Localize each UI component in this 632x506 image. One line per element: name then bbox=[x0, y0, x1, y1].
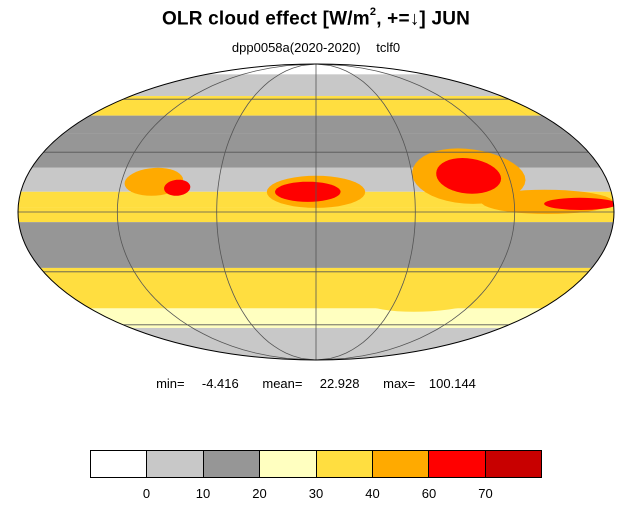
graticule bbox=[18, 64, 614, 360]
plot-title: OLR cloud effect [W/m2, +=↓] JUN bbox=[161, 6, 471, 30]
colorbar-tick-label: 70 bbox=[478, 486, 493, 501]
colorbar-tick-label: 30 bbox=[308, 486, 324, 501]
experiment-label: dpp0058a(2020-2020) bbox=[231, 40, 361, 55]
colorbar-tick-label: 0 bbox=[142, 486, 151, 501]
field-feature-1 bbox=[164, 179, 191, 196]
map-outline bbox=[17, 63, 615, 361]
colorbar-tick-label: 20 bbox=[252, 486, 267, 501]
meridian-line bbox=[116, 64, 317, 360]
colorbar-box-4 bbox=[316, 451, 373, 477]
colorbar-box-6 bbox=[429, 451, 486, 477]
meridian-line bbox=[216, 64, 317, 360]
colorbar-box-5 bbox=[372, 451, 430, 477]
colorbar-box-2 bbox=[203, 451, 261, 477]
plot-subtitle: dpp0058a(2020-2020) tclf0 bbox=[0, 40, 632, 55]
colorbar-tick-label: 60 bbox=[421, 486, 437, 501]
field-feature-7 bbox=[544, 197, 614, 210]
meridian-line bbox=[315, 64, 416, 360]
colorbar-box-7 bbox=[485, 451, 541, 477]
stat-min: min= -4.416 bbox=[156, 376, 239, 391]
colorbar-tick-label: 40 bbox=[365, 486, 380, 501]
colorbar-ticks: 0 10 20 30 40 60 70 bbox=[90, 486, 542, 502]
colorbar-tick-label: 10 bbox=[195, 486, 211, 501]
colorbar bbox=[90, 450, 542, 478]
meridian-line bbox=[315, 64, 516, 360]
colorbar-box-3 bbox=[260, 451, 317, 477]
colorbar-box-1 bbox=[147, 451, 204, 477]
field-feature-3 bbox=[275, 181, 341, 202]
field-feature-5 bbox=[436, 158, 502, 194]
field-statistics: min= -4.416 mean= 22.928 max= 100.144 bbox=[0, 376, 632, 391]
stat-max: max= 100.144 bbox=[383, 376, 476, 391]
colorbar-box-0 bbox=[91, 451, 148, 477]
variable-label: tclf0 bbox=[376, 40, 401, 55]
stat-mean: mean= 22.928 bbox=[262, 376, 360, 391]
